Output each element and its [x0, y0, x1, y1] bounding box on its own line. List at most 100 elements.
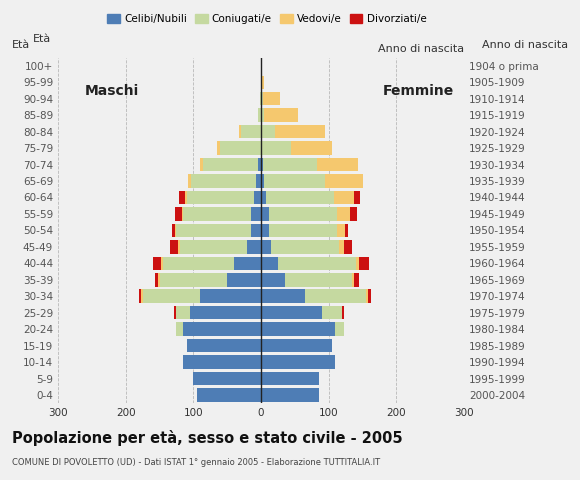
Bar [261, 240, 271, 253]
Bar [183, 323, 261, 336]
Text: Età: Età [33, 35, 51, 45]
Bar [183, 355, 261, 369]
Bar [261, 273, 285, 287]
Bar [269, 224, 337, 237]
Bar [163, 257, 234, 270]
Bar [352, 273, 354, 287]
Bar [325, 174, 362, 188]
Bar [197, 388, 261, 402]
Bar [261, 191, 266, 204]
Bar [176, 224, 251, 237]
Bar [220, 142, 261, 155]
Bar [193, 372, 261, 385]
Bar [179, 240, 180, 253]
Bar [183, 207, 251, 221]
Bar [175, 207, 182, 221]
Bar [261, 125, 274, 138]
Bar [171, 240, 179, 253]
Bar [172, 224, 175, 237]
Bar [261, 306, 322, 319]
Bar [354, 273, 359, 287]
Bar [179, 191, 184, 204]
Bar [256, 174, 261, 188]
Bar [261, 207, 269, 221]
Bar [191, 174, 256, 188]
Bar [248, 240, 261, 253]
Bar [254, 191, 261, 204]
Bar [291, 142, 332, 155]
Bar [261, 75, 264, 89]
Bar [200, 289, 261, 303]
Bar [337, 207, 350, 221]
Bar [251, 207, 261, 221]
Bar [217, 142, 220, 155]
Bar [188, 174, 191, 188]
Bar [261, 158, 263, 171]
Bar [345, 224, 348, 237]
Bar [258, 108, 261, 122]
Bar [261, 108, 264, 122]
Bar [263, 92, 280, 106]
Bar [176, 306, 190, 319]
Bar [342, 306, 344, 319]
Bar [241, 125, 261, 138]
Bar [258, 158, 261, 171]
Bar [175, 224, 176, 237]
Text: Femmine: Femmine [383, 84, 454, 97]
Bar [187, 191, 254, 204]
Bar [271, 240, 339, 253]
Bar [322, 306, 342, 319]
Bar [251, 224, 261, 237]
Bar [263, 158, 317, 171]
Bar [339, 240, 344, 253]
Bar [278, 257, 356, 270]
Bar [264, 174, 325, 188]
Bar [317, 158, 358, 171]
Bar [368, 289, 371, 303]
Bar [153, 257, 161, 270]
Bar [158, 273, 160, 287]
Text: Maschi: Maschi [85, 84, 139, 97]
Bar [335, 323, 343, 336]
Bar [184, 191, 187, 204]
Bar [261, 323, 335, 336]
Bar [356, 257, 359, 270]
Bar [264, 108, 298, 122]
Bar [261, 92, 263, 106]
Bar [187, 339, 261, 352]
Bar [269, 207, 337, 221]
Legend: Celibi/Nubili, Coniugati/e, Vedovi/e, Divorziati/e: Celibi/Nubili, Coniugati/e, Vedovi/e, Di… [103, 10, 430, 28]
Bar [261, 142, 291, 155]
Bar [182, 207, 183, 221]
Bar [160, 273, 227, 287]
Bar [180, 240, 248, 253]
Bar [366, 289, 368, 303]
Bar [344, 240, 352, 253]
Bar [285, 273, 352, 287]
Bar [261, 289, 305, 303]
Bar [190, 306, 261, 319]
Bar [238, 125, 241, 138]
Bar [143, 289, 200, 303]
Bar [261, 224, 269, 237]
Bar [274, 125, 325, 138]
Text: Popolazione per età, sesso e stato civile - 2005: Popolazione per età, sesso e stato civil… [12, 430, 402, 445]
Bar [260, 92, 261, 106]
Bar [261, 174, 264, 188]
Bar [305, 289, 366, 303]
Bar [139, 289, 141, 303]
Bar [337, 224, 345, 237]
Bar [334, 191, 354, 204]
Text: Anno di nascita: Anno di nascita [378, 44, 464, 54]
Bar [266, 191, 334, 204]
Bar [350, 207, 357, 221]
Bar [354, 191, 360, 204]
Bar [261, 339, 332, 352]
Bar [359, 257, 369, 270]
Bar [141, 289, 143, 303]
Bar [204, 158, 258, 171]
Bar [155, 273, 158, 287]
Bar [176, 323, 183, 336]
Text: Età: Età [12, 40, 30, 50]
Bar [161, 257, 163, 270]
